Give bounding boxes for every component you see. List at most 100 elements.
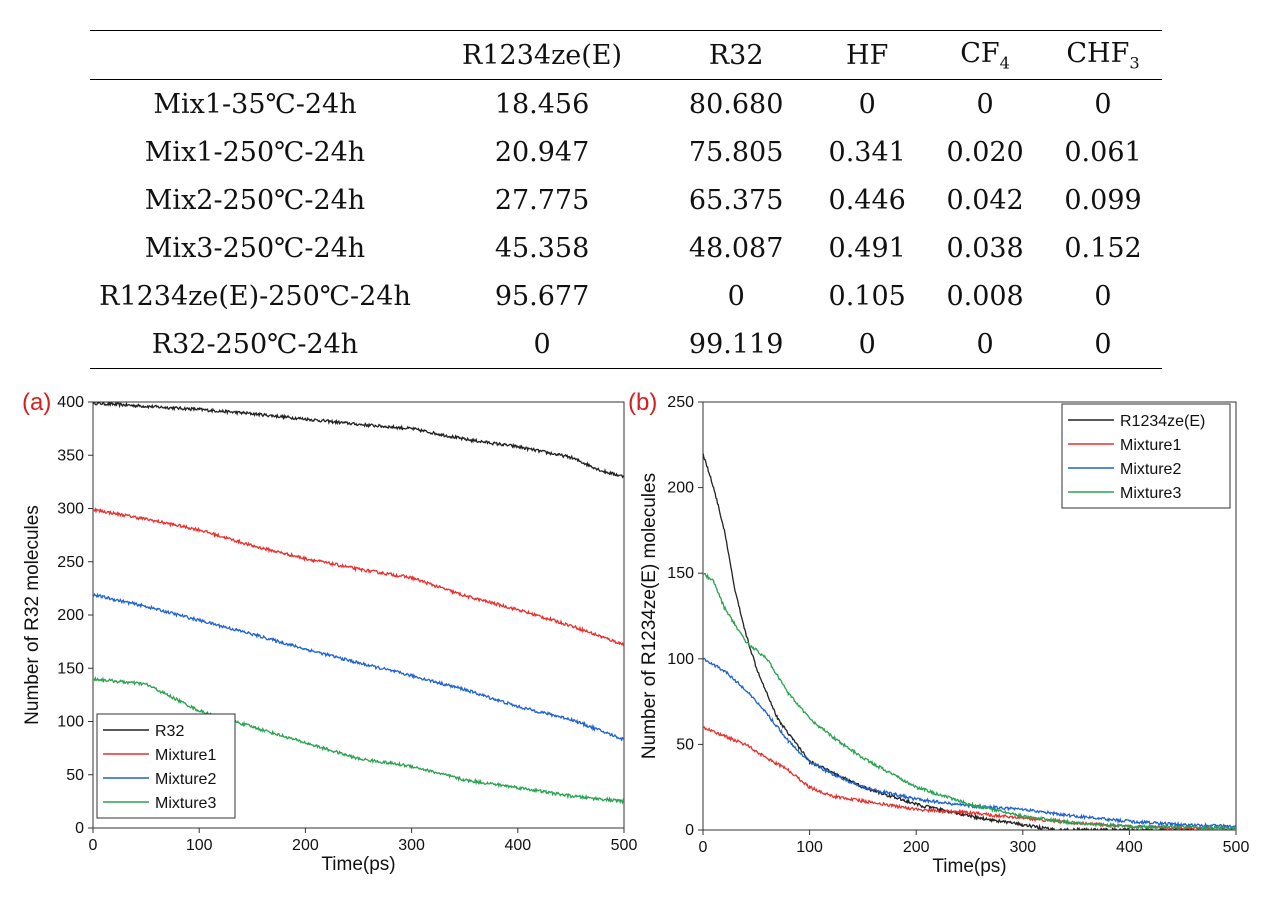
- table-cell: 0: [727, 280, 745, 312]
- y-tick-label: 250: [57, 554, 84, 571]
- y-tick-label: 150: [667, 565, 694, 582]
- table-cell: 99.119: [688, 328, 784, 360]
- table-cell: 48.087: [688, 232, 784, 264]
- x-tick-label: 100: [796, 839, 823, 856]
- table-cell: 0.491: [828, 232, 906, 264]
- x-tick-label: 0: [699, 839, 708, 856]
- table-row: Mix2-250℃-24h 27.775 65.375 0.446 0.042 0.099: [90, 176, 1162, 224]
- legend-label: R32: [155, 723, 184, 740]
- x-tick-label: 500: [611, 837, 638, 854]
- x-tick-label: 400: [504, 837, 531, 854]
- table-cell: 0.020: [946, 136, 1024, 168]
- y-tick-label: 0: [75, 820, 84, 837]
- table-cell: 20.947: [494, 136, 590, 168]
- y-axis-label: Number of R1234ze(E) molecules: [639, 473, 660, 759]
- table-cell: 0.061: [1064, 136, 1142, 168]
- table-cell: 27.775: [494, 184, 590, 216]
- series-line-r1234ze-e-: [703, 453, 1236, 830]
- x-tick-label: 200: [292, 837, 319, 854]
- legend-label: Mixture1: [155, 747, 216, 764]
- y-tick-label: 150: [57, 660, 84, 677]
- table-cell: 0: [1094, 328, 1112, 360]
- x-axis-label: Time(ps): [321, 854, 395, 875]
- x-tick-label: 300: [1009, 839, 1036, 856]
- table-cell: 0: [858, 88, 876, 120]
- y-axis-label: Number of R32 molecules: [22, 505, 43, 725]
- table-row: R1234ze(E)-250℃-24h 95.677 0 0.105 0.008 0: [90, 272, 1162, 320]
- table-row: Mix1-250℃-24h 20.947 75.805 0.341 0.020 0.061: [90, 128, 1162, 176]
- chart-panel-b: 0 100 200 300 400 500 0 50 100 150 200 250 Time(ps) N…: [628, 389, 1249, 877]
- series-line-mixture2: [93, 592, 624, 742]
- plot-frame: [702, 401, 1237, 831]
- legend-label: Mixture3: [155, 795, 216, 812]
- table-cell: 0.341: [828, 136, 906, 168]
- table-cell: 0.099: [1064, 184, 1142, 216]
- table-cell: 0.008: [946, 280, 1024, 312]
- molecule-count-charts: 0 100 200 300 400 500050100150200250300350400…: [22, 389, 1249, 877]
- table-header-cell: R32: [708, 39, 764, 71]
- y-tick-label: 100: [57, 714, 84, 731]
- table-cell: 75.805: [688, 136, 784, 168]
- table-cell: 95.677: [494, 280, 590, 312]
- y-tick-label: 250: [667, 394, 694, 411]
- table-cell: 65.375: [688, 184, 784, 216]
- row-label-cell: R1234ze(E)-250℃-24h: [99, 280, 411, 312]
- series-line-r32: [93, 402, 624, 479]
- x-tick-label: 300: [398, 837, 425, 854]
- y-tick-label: 50: [66, 767, 84, 784]
- y-tick-label: 100: [667, 651, 694, 668]
- y-tick-label: 400: [57, 394, 84, 411]
- table-cell: 0: [976, 328, 994, 360]
- table-header-cell: CF4: [960, 37, 1010, 73]
- table-cell: 0.038: [946, 232, 1024, 264]
- legend: R1234ze(E) Mixture1 Mixture2 Mixture3: [1061, 403, 1231, 509]
- legend-box: [96, 713, 236, 819]
- table-cell: 0: [1094, 280, 1112, 312]
- chart-panel-a: 0 100 200 300 400 500 0 50 100 150 200 250 300 350 400…: [22, 389, 637, 875]
- legend-label: Mixture3: [1120, 485, 1181, 502]
- y-tick-label: 200: [57, 607, 84, 624]
- legend-label: R1234ze(E): [1120, 413, 1205, 430]
- table-cell: 45.358: [494, 232, 590, 264]
- table-cell: 0: [1094, 88, 1112, 120]
- x-tick-label: 500: [1223, 839, 1250, 856]
- table-cell: 0.042: [946, 184, 1024, 216]
- table-header-cell: CHF3: [1066, 37, 1140, 73]
- x-tick-label: 200: [903, 839, 930, 856]
- y-tick-label: 200: [667, 480, 694, 497]
- table-cell: 80.680: [688, 88, 784, 120]
- legend-label: Mixture2: [155, 771, 216, 788]
- table-header-row: R1234ze(E) R32 HF CF4 CHF3: [90, 30, 1162, 80]
- table-row: Mix1-35℃-24h 18.456 80.680 0 0 0: [90, 80, 1162, 129]
- table-header-cell: R1234ze(E): [462, 39, 623, 71]
- row-label-cell: Mix3-250℃-24h: [144, 232, 366, 264]
- legend-label: Mixture1: [1120, 437, 1181, 454]
- table-cell: 0: [976, 88, 994, 120]
- row-label-cell: Mix1-35℃-24h: [153, 88, 357, 120]
- y-tick-label: 300: [57, 501, 84, 518]
- y-tick-label: 350: [57, 447, 84, 464]
- table-cell: 0: [858, 328, 876, 360]
- table-cell: 18.456: [494, 88, 590, 120]
- x-tick-label: 0: [89, 837, 98, 854]
- table-header-cell: [90, 31, 420, 80]
- x-axis-label: Time(ps): [932, 856, 1006, 877]
- table-cell: 0: [533, 328, 551, 360]
- composition-table: R1234ze(E) R32 HF CF4 CHF3 Mix1-35℃-24h 1…: [90, 30, 1162, 369]
- table-row: Mix3-250℃-24h 45.358 48.087 0.491 0.038 0.152: [90, 224, 1162, 272]
- table-row: R32-250℃-24h 0 99.119 0 0 0: [90, 320, 1162, 369]
- y-tick-label: 50: [676, 736, 694, 753]
- row-label-cell: R32-250℃-24h: [151, 328, 359, 360]
- table-cell: 0.105: [828, 280, 906, 312]
- series-line-mixture3: [93, 675, 624, 805]
- panel-label: (b): [628, 389, 657, 416]
- legend-label: Mixture2: [1120, 461, 1181, 478]
- y-tick-label: 0: [685, 822, 694, 839]
- x-tick-label: 100: [186, 837, 213, 854]
- legend: R32 Mixture1 Mixture2 Mixture3: [96, 713, 236, 819]
- table-cell: 0.152: [1064, 232, 1142, 264]
- table-cell: 0.446: [828, 184, 906, 216]
- table-header-cell: HF: [846, 39, 889, 71]
- row-label-cell: Mix1-250℃-24h: [144, 136, 366, 168]
- panel-label: (a): [22, 389, 51, 416]
